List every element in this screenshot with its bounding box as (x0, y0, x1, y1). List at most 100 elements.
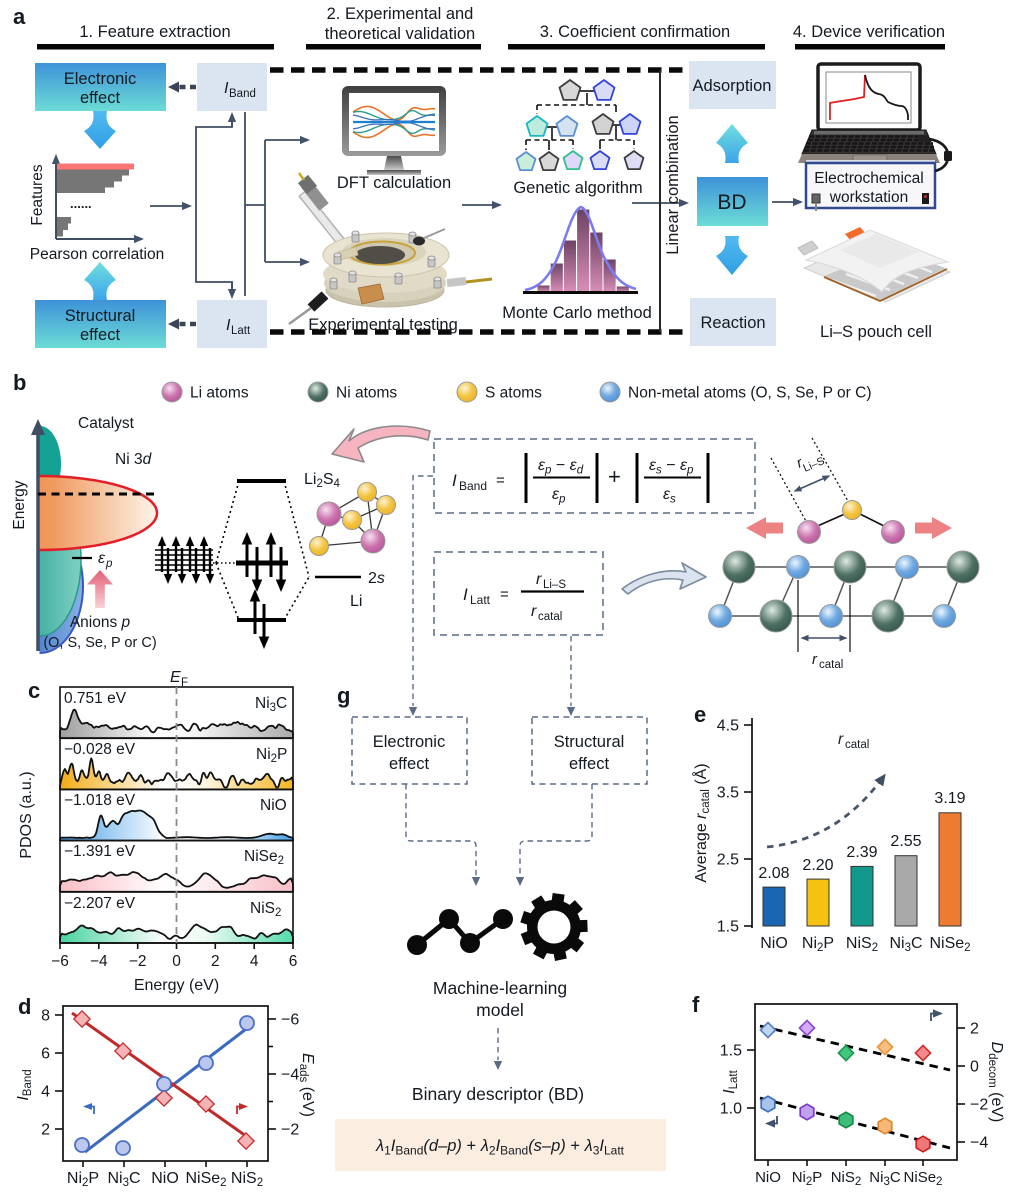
svg-text:S atoms: S atoms (485, 385, 542, 402)
svg-text:Band: Band (229, 88, 256, 100)
svg-text:3.19: 3.19 (934, 790, 965, 807)
svg-text:Adsorption: Adsorption (693, 77, 772, 95)
svg-text:Li–S: Li–S (801, 455, 826, 475)
svg-text:Ni3C: Ni3C (107, 1170, 140, 1189)
svg-text:F: F (181, 677, 188, 689)
svg-text:NiO: NiO (755, 1169, 781, 1186)
svg-text:Li–S pouch cell: Li–S pouch cell (820, 323, 932, 341)
svg-text:Machine-learning: Machine-learning (433, 978, 567, 998)
svg-text:effect: effect (389, 755, 429, 773)
svg-text:NiO: NiO (260, 797, 287, 814)
svg-text:I: I (224, 80, 229, 97)
svg-text:r: r (531, 603, 537, 620)
svg-text:Energy (eV): Energy (eV) (134, 977, 219, 994)
svg-text:Non-metal atoms (O, S, Se, P o: Non-metal atoms (O, S, Se, P or C) (628, 385, 871, 402)
svg-text:Li–S: Li–S (543, 579, 566, 591)
svg-text:εp: εp (552, 486, 566, 506)
svg-text:I: I (226, 317, 231, 334)
svg-text:Electronic: Electronic (64, 70, 136, 88)
svg-text:catal: catal (845, 739, 869, 751)
svg-text:3. Coefficient confirmation: 3. Coefficient confirmation (540, 23, 730, 41)
svg-text:−2.207 eV: −2.207 eV (64, 895, 136, 912)
svg-text:εp − εd: εp − εd (538, 457, 584, 477)
svg-text:NiO: NiO (151, 1170, 179, 1187)
svg-text:4: 4 (41, 1084, 50, 1101)
svg-text:PDOS (a.u.): PDOS (a.u.) (18, 771, 35, 858)
svg-text:p: p (105, 558, 113, 570)
svg-text:=: = (500, 586, 509, 603)
svg-text:Band: Band (459, 479, 487, 493)
svg-text:6: 6 (41, 1046, 50, 1063)
svg-text:Ni3C: Ni3C (889, 935, 922, 954)
svg-text:NiS2: NiS2 (231, 1170, 263, 1189)
svg-text:catal: catal (538, 611, 562, 623)
svg-text:I: I (463, 585, 468, 604)
svg-text:NiO: NiO (760, 935, 788, 952)
svg-text:r: r (794, 455, 806, 472)
svg-text:DFT calculation: DFT calculation (337, 174, 451, 192)
svg-text:NiS2: NiS2 (846, 935, 878, 954)
svg-text:I: I (452, 471, 457, 490)
svg-text:Pearson correlation: Pearson correlation (30, 246, 164, 263)
svg-text:d: d (18, 994, 31, 1019)
svg-text:2: 2 (41, 1122, 50, 1139)
svg-text:4: 4 (250, 953, 259, 970)
svg-text:Ni3C: Ni3C (869, 1169, 901, 1188)
svg-text:4.5: 4.5 (717, 718, 739, 735)
svg-text:Electronic: Electronic (373, 733, 445, 751)
svg-text:−6: −6 (51, 953, 69, 970)
svg-text:theoretical validation: theoretical validation (325, 25, 475, 43)
svg-text:Linear combination: Linear combination (664, 115, 682, 254)
svg-text:2.5: 2.5 (717, 852, 739, 869)
svg-text:(O, S, Se, P or C): (O, S, Se, P or C) (43, 635, 156, 651)
svg-text:g: g (337, 683, 350, 708)
svg-text:Genetic algorithm: Genetic algorithm (513, 179, 642, 197)
svg-text:2. Experimental and: 2. Experimental and (327, 5, 474, 23)
svg-text:λ1IBand(d–p) + λ2IBand(s–p) +: λ1IBand(d–p) + λ2IBand(s–p) + λ3ILatt (375, 1137, 625, 1158)
svg-text:2.20: 2.20 (802, 857, 833, 874)
svg-text:6: 6 (289, 953, 298, 970)
svg-text:workstation: workstation (829, 189, 908, 206)
svg-text:0: 0 (172, 953, 181, 970)
svg-text:1.0: 1.0 (720, 1101, 742, 1118)
svg-text:NiSe2: NiSe2 (244, 848, 284, 867)
svg-text:......: ...... (70, 196, 92, 211)
svg-text:Ni atoms: Ni atoms (336, 385, 397, 402)
svg-text:E: E (170, 669, 181, 686)
svg-text:−0.028 eV: −0.028 eV (64, 741, 136, 758)
svg-text:Ni2P: Ni2P (256, 746, 287, 765)
svg-text:1. Feature extraction: 1. Feature extraction (79, 23, 230, 41)
svg-text:NiSe2: NiSe2 (185, 1170, 226, 1189)
svg-text:c: c (28, 678, 40, 703)
svg-text:catal: catal (819, 659, 843, 671)
svg-text:ILatt: ILatt (721, 1069, 740, 1093)
svg-text:Anions p: Anions p (70, 614, 131, 631)
svg-text:−1.391 eV: −1.391 eV (64, 843, 136, 860)
svg-text:2: 2 (970, 1021, 979, 1038)
svg-text:=: = (496, 472, 505, 489)
svg-text:Eads (eV): Eads (eV) (297, 1053, 316, 1117)
svg-text:Monte Carlo method: Monte Carlo method (502, 304, 652, 322)
svg-text:1.5: 1.5 (720, 1043, 742, 1060)
svg-text:Catalyst: Catalyst (78, 415, 135, 432)
svg-text:−6: −6 (281, 1012, 299, 1029)
svg-text:a: a (13, 4, 26, 29)
svg-text:e: e (694, 702, 706, 727)
svg-text:IBand: IBand (15, 1069, 34, 1100)
svg-text:−2: −2 (970, 1097, 988, 1114)
svg-text:−1.018 eV: −1.018 eV (64, 792, 136, 809)
svg-text:−4: −4 (970, 1135, 988, 1152)
svg-text:8: 8 (41, 1008, 50, 1025)
svg-text:Latt: Latt (231, 325, 251, 337)
svg-text:2: 2 (211, 953, 220, 970)
svg-text:NiS2: NiS2 (831, 1169, 862, 1188)
svg-text:−4: −4 (90, 953, 108, 970)
svg-text:Structural: Structural (554, 733, 625, 751)
svg-text:εs: εs (663, 486, 676, 506)
svg-text:BD: BD (717, 191, 746, 214)
svg-text:−4: −4 (281, 1067, 299, 1084)
svg-text:ε: ε (98, 550, 106, 567)
svg-text:Ni2P: Ni2P (67, 1170, 99, 1189)
svg-text:effect: effect (80, 89, 120, 107)
svg-text:b: b (13, 370, 26, 395)
